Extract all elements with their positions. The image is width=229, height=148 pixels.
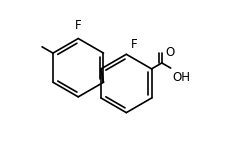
Text: OH: OH (172, 71, 190, 84)
Text: F: F (75, 19, 82, 32)
Text: O: O (166, 46, 175, 59)
Text: F: F (131, 38, 138, 51)
